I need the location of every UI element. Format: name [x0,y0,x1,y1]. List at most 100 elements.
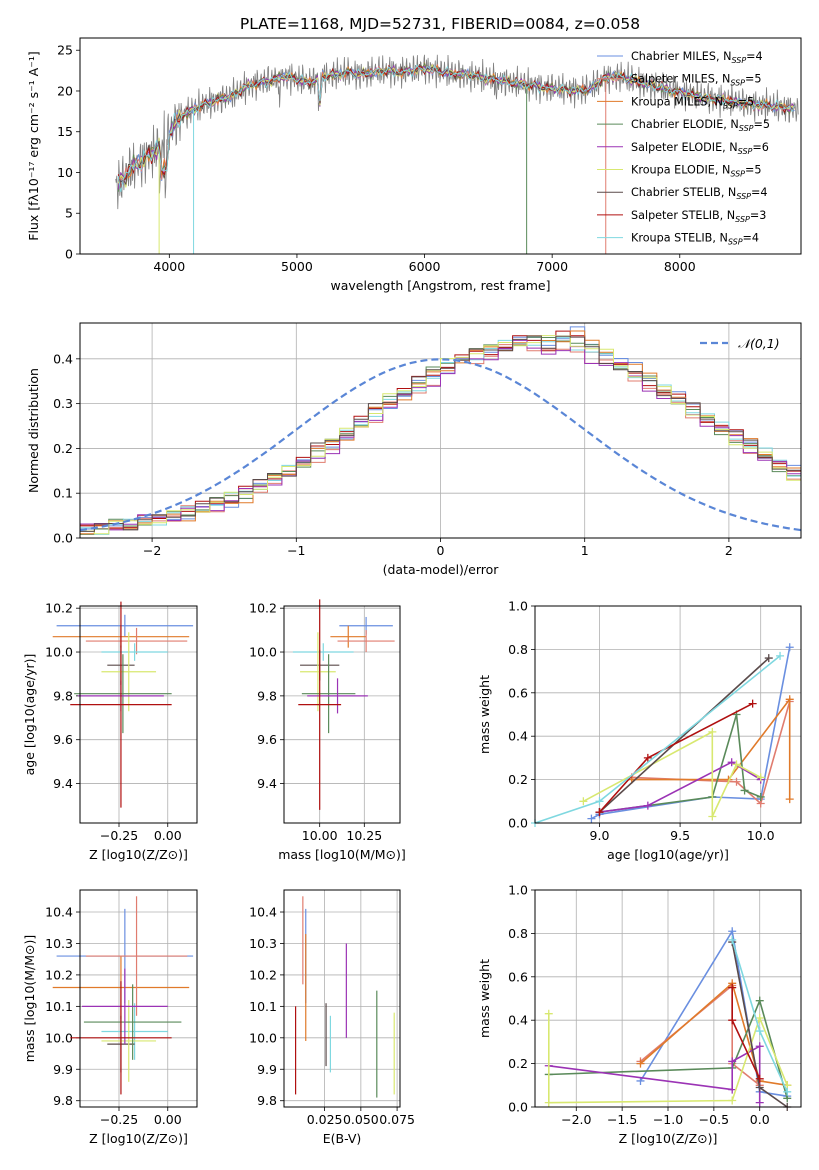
weight-point-marker [544,1098,553,1107]
x-tick-label: −0.5 [699,1112,729,1127]
weight-point-marker [755,1027,764,1036]
y-tick-label: 0.2 [53,441,73,456]
panel-mass_vs_Z: −0.25 0.00 9.8 9.9 10.0 10.1 10.2 10.3 10.4 Z [lo… [22,889,198,1146]
y-tick-label: 5 [65,206,73,221]
weight-point-marker [755,1098,764,1107]
y-tick-label: 9.8 [53,1093,73,1108]
y-tick-label: 10.2 [249,967,277,982]
x-tick-label: 8000 [664,259,696,274]
x-axis-label: (data-model)/error [383,562,500,577]
figure-title: PLATE=1168, MJD=52731, FIBERID=0084, z=0… [240,15,640,33]
y-tick-label: 9.6 [53,732,73,747]
legend-label: Chabrier ELODIE, NSSP=5 [631,118,770,133]
y-tick-label: 15 [57,124,73,139]
y-tick-label: 0.0 [53,531,73,546]
y-axis-label: mass weight [477,959,492,1038]
x-tick-label: 10.25 [346,828,382,843]
x-tick-label: 6000 [409,259,441,274]
axes-frame [283,605,401,824]
weight-series-line [548,998,788,1099]
y-tick-label: 10.1 [249,999,277,1014]
weight-point-marker [728,983,737,992]
weight-point-marker [728,935,737,944]
x-tick-label: 10.0 [747,828,775,843]
y-tick-label: 10.3 [45,936,73,951]
weight-point-marker [732,760,741,769]
axes-frame [79,605,198,824]
x-tick-label: 9.0 [590,828,610,843]
weight-point-marker [708,727,717,736]
weight-point-marker [643,753,652,762]
y-tick-label: 10.0 [249,1030,277,1045]
legend-subscript: SSP [736,192,751,201]
weight-point-marker [728,1096,737,1105]
y-tick-label: 9.8 [257,1093,277,1108]
weight-point-marker [755,1014,764,1023]
weight-point-marker [728,1085,737,1094]
legend-label-rest: =4 [751,186,768,199]
legend-subscript: SSP [728,238,743,247]
x-axis-label: Z [log10(Z/Z⊙)] [89,1131,188,1146]
y-tick-label: 0.6 [508,685,528,700]
x-tick-label: 5000 [281,259,313,274]
x-tick-label: −2.0 [561,1112,591,1127]
y-tick-label: 10.2 [45,601,73,616]
panel-spectrum: 4000 5000 6000 7000 8000 0 5 10 15 20 25 wavelength… [26,37,802,293]
legend-label: Salpeter MILES, NSSP=5 [631,73,762,88]
y-tick-label: 9.6 [257,732,277,747]
x-tick-label: 7000 [536,259,568,274]
weight-point-marker [728,1057,737,1066]
y-axis-label: mass [log10(M/M⊙)] [22,935,37,1063]
weight-point-marker [756,792,765,801]
y-tick-label: 9.4 [53,776,73,791]
axes-frame [79,37,802,255]
y-tick-label: 0.0 [508,816,528,831]
y-tick-label: 10.0 [249,645,277,660]
legend-subscript: SSP [723,101,738,110]
legend-label-rest: =5 [745,164,762,177]
weight-series-line [599,761,762,813]
residual-histogram [80,335,801,538]
y-tick-label: 9.8 [257,688,277,703]
legend-subscript: SSP [730,170,745,179]
y-tick-label: 10.0 [45,1030,73,1045]
legend-subscript: SSP [730,79,745,88]
legend-label: Kroupa STELIB, NSSP=4 [631,232,759,247]
legend-label-rest: =4 [743,232,760,245]
weight-point-marker [785,643,794,652]
axes-frame [79,322,802,539]
x-tick-label: −1.5 [607,1112,637,1127]
y-tick-label: 10.4 [45,905,73,920]
y-tick-label: 9.4 [257,776,277,791]
x-axis-label: wavelength [Angstrom, rest frame] [330,278,550,293]
x-tick-label: 10.00 [302,828,338,843]
weight-point-marker [748,699,757,708]
y-tick-label: 10 [57,165,73,180]
y-tick-label: 1.0 [508,599,528,614]
x-tick-label: −1.0 [653,1112,683,1127]
y-tick-label: 1.0 [508,883,528,898]
weight-series-line [631,696,791,800]
y-tick-label: 0.0 [508,1100,528,1115]
weight-series-line [598,657,770,813]
legend-label: Salpeter ELODIE, NSSP=6 [631,141,769,156]
y-tick-label: 10.3 [249,936,277,951]
x-axis-label: Z [log10(Z/Z⊙)] [619,1131,718,1146]
x-tick-label: 0.00 [154,828,182,843]
weight-point-marker [755,1083,764,1092]
weight-point-marker [740,786,749,795]
legend-label-rest: =6 [752,141,769,154]
y-axis-label: Flux [fλ10⁻¹⁷ erg cm⁻² s⁻¹ A⁻¹] [26,51,41,240]
x-tick-label: −0.25 [100,1112,138,1127]
y-tick-label: 10.1 [45,999,73,1014]
x-tick-label: 1 [581,543,589,558]
weight-point-marker [544,1009,553,1018]
legend-label-rest: =5 [753,118,770,131]
x-tick-label: 9.5 [670,828,690,843]
legend-label-rest: =5 [738,95,755,108]
weight-point-marker [727,758,736,767]
legend-subscript: SSP [739,124,754,133]
y-tick-label: 9.8 [53,688,73,703]
weight-point-marker [708,812,717,821]
